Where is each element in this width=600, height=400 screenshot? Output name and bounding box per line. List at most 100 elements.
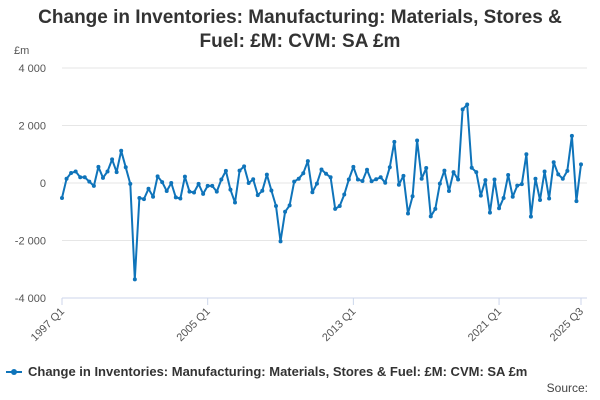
data-point (401, 173, 406, 178)
data-point (519, 182, 524, 187)
data-point (515, 183, 520, 188)
data-point (242, 164, 247, 169)
x-tick-label: 2021 Q1 (466, 306, 504, 344)
data-point (151, 194, 156, 199)
data-point (78, 175, 83, 180)
chart-title-line-2: Fuel: £M: CVM: SA £m (199, 31, 401, 52)
data-point (506, 172, 511, 177)
data-point (528, 214, 533, 219)
x-tick-label: 1997 Q1 (29, 306, 67, 344)
data-point (497, 206, 502, 211)
source-label: Source: (546, 381, 588, 395)
x-tick-label: 2025 Q3 (548, 306, 586, 344)
y-axis: £m 4 000 2 000 0 -2 000 -4 000 (14, 45, 46, 305)
data-point (542, 169, 547, 174)
data-point (69, 170, 74, 175)
data-point (474, 170, 479, 175)
data-point (396, 182, 401, 187)
data-point (547, 196, 552, 201)
data-point (383, 180, 388, 185)
x-axis: 1997 Q1 2005 Q1 2013 Q1 2021 Q1 2025 Q3 (29, 297, 587, 344)
data-point (251, 177, 256, 182)
data-point (460, 107, 465, 112)
data-point (337, 204, 342, 208)
data-point (365, 167, 370, 172)
data-point (442, 168, 447, 173)
data-point (141, 197, 146, 202)
data-point (287, 203, 292, 208)
data-point (264, 172, 269, 177)
data-point (100, 175, 105, 180)
data-point (387, 165, 392, 170)
series-line (61, 103, 582, 281)
data-point (492, 177, 497, 182)
data-point (301, 171, 306, 176)
data-point (119, 148, 124, 153)
data-point (560, 176, 565, 181)
data-point (556, 172, 561, 177)
data-point (169, 181, 174, 185)
data-point (469, 165, 474, 170)
data-point (451, 170, 456, 175)
data-point (160, 180, 165, 185)
data-point (73, 169, 78, 174)
gridlines (62, 67, 587, 299)
data-point (305, 159, 310, 164)
data-point (360, 178, 365, 183)
legend-line-marker-icon (6, 367, 22, 377)
data-point (210, 183, 215, 188)
data-point (219, 177, 224, 182)
data-point (201, 191, 206, 196)
data-point (192, 190, 197, 195)
data-point (415, 138, 420, 143)
data-point (82, 175, 87, 180)
data-point (433, 206, 438, 211)
data-point (223, 168, 228, 173)
data-point (260, 188, 265, 193)
data-point (228, 187, 233, 192)
data-point (437, 181, 442, 186)
data-point (419, 176, 424, 181)
y-tick-label: 4 000 (18, 63, 46, 75)
chart-title-line-1: Change in Inventories: Manufacturing: Ma… (38, 7, 562, 28)
legend[interactable]: Change in Inventories: Manufacturing: Ma… (6, 364, 527, 379)
data-point (510, 194, 515, 199)
data-point (538, 197, 543, 202)
data-point (246, 181, 251, 185)
x-tick-label: 2013 Q1 (320, 306, 358, 344)
data-point (128, 181, 133, 186)
legend-series-label: Change in Inventories: Manufacturing: Ma… (28, 364, 528, 379)
data-point (456, 177, 461, 182)
data-point (410, 194, 415, 199)
data-point (96, 164, 101, 169)
data-point (233, 200, 237, 205)
data-point (187, 189, 192, 194)
data-point (269, 188, 274, 193)
data-point (110, 157, 115, 162)
data-point (292, 179, 297, 184)
data-point (91, 183, 96, 188)
data-point (406, 211, 410, 216)
data-point (355, 177, 360, 182)
data-point (342, 192, 347, 197)
data-point (255, 193, 260, 198)
y-tick-label: 0 (40, 178, 46, 190)
data-point (333, 206, 338, 211)
data-point (60, 195, 64, 200)
data-point (424, 166, 429, 171)
data-point (214, 189, 219, 194)
data-point (87, 179, 92, 184)
data-point (114, 170, 119, 175)
data-point (182, 174, 187, 179)
data-point (310, 190, 315, 195)
y-unit-label: £m (14, 45, 29, 57)
data-point (487, 210, 492, 215)
data-point (374, 177, 379, 182)
data-point (328, 175, 333, 180)
data-point (565, 168, 570, 173)
data-point (173, 195, 178, 200)
data-point (205, 183, 210, 188)
data-point (524, 152, 529, 157)
data-point (569, 133, 574, 138)
